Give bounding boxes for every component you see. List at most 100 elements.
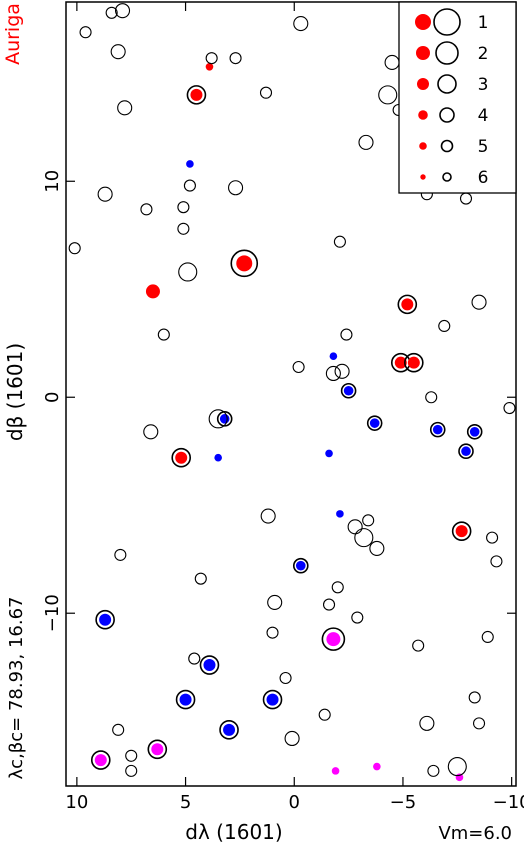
chart-title: Auriga (2, 3, 24, 65)
star-ring (378, 85, 398, 105)
star-10 (186, 160, 194, 168)
star-ring (183, 179, 196, 192)
legend-label-5: 5 (478, 137, 489, 157)
legend-ring-1 (433, 8, 461, 36)
star-ring (292, 360, 305, 374)
star-ring (429, 421, 446, 438)
star-45 (419, 715, 435, 731)
star-ring (205, 52, 218, 65)
star-ring (143, 424, 159, 440)
star-ring (438, 319, 451, 333)
star-ring (471, 294, 487, 310)
star-93 (490, 555, 503, 568)
star-5 (186, 85, 207, 105)
star-34 (208, 409, 228, 429)
star-ring (95, 609, 115, 630)
star-7 (171, 447, 192, 468)
star-ring (194, 572, 207, 585)
legend-dot-1 (415, 14, 431, 30)
star-ring (177, 222, 190, 235)
star-24 (325, 449, 333, 458)
star-ring (427, 764, 440, 777)
center-coordinates-label: λc,βc= 78.93, 16.67 (6, 597, 27, 780)
star-20 (466, 423, 483, 440)
star-ring (503, 401, 516, 415)
legend-label-3: 3 (478, 75, 489, 95)
star-dot (214, 453, 222, 462)
star-dot (401, 298, 414, 311)
legend-dot-4 (418, 110, 428, 120)
star-68 (194, 572, 207, 585)
star-69 (112, 723, 125, 736)
star-18 (366, 415, 383, 431)
star-dot (99, 613, 112, 626)
star-66 (68, 242, 81, 255)
star-97 (427, 764, 440, 777)
legend-ring-3 (437, 74, 457, 94)
star-36 (354, 528, 374, 548)
star-4 (404, 352, 424, 373)
star-ring (229, 52, 242, 65)
star-27 (321, 627, 346, 651)
y-tick-label: 10 (42, 170, 63, 193)
star-ring (125, 764, 138, 777)
star-dot (369, 418, 380, 428)
legend-box (398, 1, 517, 194)
star-dot (469, 426, 480, 437)
star-dot (295, 560, 306, 571)
star-dot (190, 88, 203, 101)
star-dot (205, 62, 214, 71)
star-39 (471, 294, 487, 310)
axes-layer: 10 5 0 −5 −10 10 0 −10 (42, 1, 524, 813)
star-ring (333, 235, 346, 248)
star-11 (95, 609, 115, 630)
star-dot (219, 414, 230, 424)
star-6 (397, 294, 418, 315)
star-ring (208, 409, 228, 429)
star-70 (125, 749, 138, 762)
star-64 (79, 26, 92, 39)
star-ring (266, 626, 279, 639)
star-ring (362, 514, 375, 527)
star-ring (354, 528, 374, 548)
star-19 (429, 421, 446, 438)
star-ring (267, 594, 283, 610)
star-76 (340, 328, 353, 341)
star-ring (419, 715, 435, 731)
star-ring (331, 581, 344, 594)
star-ring (472, 717, 486, 730)
star-ring (230, 249, 259, 278)
star-60 (177, 222, 190, 235)
legend-label-1: 1 (478, 13, 489, 33)
star-8 (451, 521, 472, 541)
star-ring (125, 749, 138, 762)
star-9 (205, 62, 214, 71)
star-ring (466, 423, 483, 440)
star-ring (90, 750, 111, 770)
x-tick-label: −10 (493, 792, 524, 813)
legend-label-6: 6 (478, 168, 489, 188)
star-15 (219, 720, 239, 740)
star-95 (468, 691, 481, 704)
star-17 (216, 411, 233, 427)
star-dot (326, 632, 341, 647)
star-40 (369, 540, 385, 556)
star-ring (358, 134, 374, 150)
star-ring (458, 443, 474, 460)
star-ring (79, 26, 92, 39)
star-dot (145, 284, 160, 299)
star-37 (447, 757, 467, 777)
star-ring (481, 630, 494, 644)
star-ring (321, 627, 346, 651)
star-2 (145, 284, 160, 299)
title-layer: Auriga (2, 3, 24, 65)
star-dot (186, 160, 194, 168)
star-ring (177, 201, 190, 214)
x-tick-label: 10 (65, 792, 88, 813)
star-ring (171, 447, 192, 468)
star-46 (384, 54, 400, 71)
star-dot (151, 743, 164, 756)
star-ring (334, 363, 350, 379)
star-26 (336, 510, 344, 518)
legend-ring-2 (435, 41, 459, 65)
